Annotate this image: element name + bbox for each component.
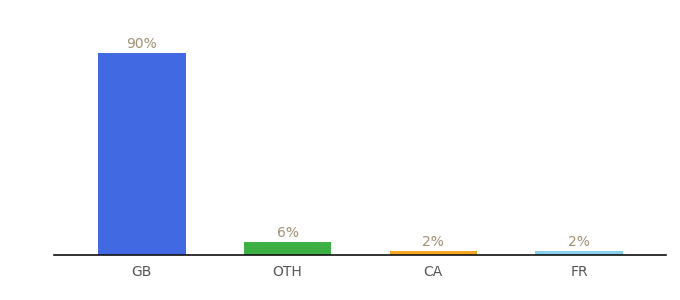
Bar — [535, 250, 623, 255]
Text: 90%: 90% — [126, 37, 157, 51]
Text: 2%: 2% — [568, 235, 590, 249]
Bar — [390, 250, 477, 255]
Bar — [98, 52, 186, 255]
Bar — [244, 242, 331, 255]
Text: 2%: 2% — [422, 235, 444, 249]
Text: 6%: 6% — [277, 226, 299, 240]
